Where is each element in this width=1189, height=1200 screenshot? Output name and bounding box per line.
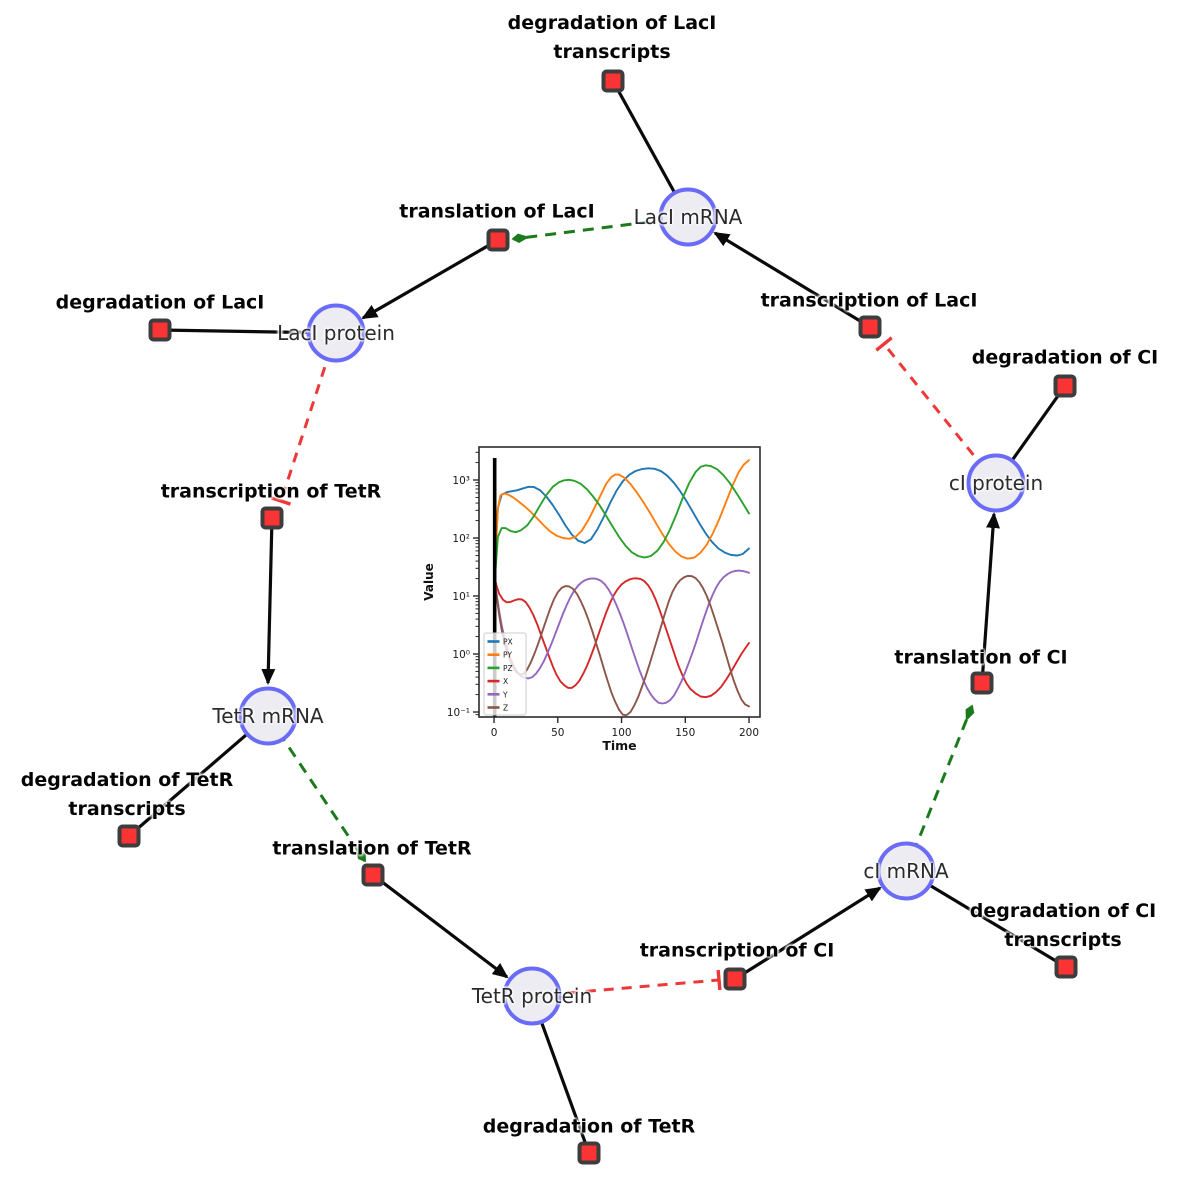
species-label-ci-protein: cI protein (948, 471, 1044, 495)
reaction-label-line: translation of TetR (272, 837, 472, 860)
series-curve-PY (494, 459, 750, 560)
species-node-tetr-protein (502, 966, 562, 1026)
series-curve-PX (494, 467, 750, 557)
reaction-node-translation-of-ci (970, 671, 994, 695)
reaction-label-line: degradation of CI (969, 900, 1157, 922)
edge-product-translation-of-laci-to-laci-protein (361, 238, 499, 320)
y-tick-label: 10⁻¹ (447, 707, 470, 719)
species-label-laci-protein: LacI protein (277, 321, 395, 345)
reaction-node-degradation-of-laci (148, 318, 172, 342)
edge-product-transcription-of-laci-to-laci-mrna (713, 231, 871, 329)
legend-label-X: X (503, 677, 508, 686)
inset-chart: 10³ 10² 10¹ 10⁰ 10⁻¹ 0 50 100 150 200 Time Value PX P… (422, 446, 761, 753)
y-tick-label: 10² (452, 533, 470, 545)
species-label-tetr-protein: TetR protein (471, 984, 593, 1008)
reaction-label-line: translation of LacI (399, 200, 595, 223)
reaction-node-degradation-of-laci-transcripts (601, 69, 625, 93)
edge-inhibition-laci-protein-to-transcription-of-tetr (270, 332, 338, 506)
reaction-label-line: transcripts (1004, 929, 1122, 951)
legend-label-PX: PX (503, 638, 513, 647)
reaction-label-line: degradation of CI (971, 346, 1159, 369)
reaction-label-line: degradation of LacI (55, 291, 265, 314)
x-tick-label: 50 (551, 727, 564, 739)
species-node-laci-protein (306, 303, 366, 363)
reaction-label-line: translation of CI (894, 646, 1068, 669)
reaction-label-line: transcription of TetR (160, 480, 382, 503)
edge-reactant-ci-mrna-to-degradation-of-ci-transcripts (905, 869, 1067, 969)
reaction-label-line: transcripts (68, 798, 186, 820)
legend-label-Z: Z (503, 704, 508, 713)
y-tick-label: 10⁰ (452, 649, 470, 661)
x-tick-label: 200 (739, 727, 759, 739)
reaction-node-transcription-of-ci (723, 967, 747, 991)
y-tick-label: 10¹ (452, 591, 470, 603)
species-label-laci-mrna: LacI mRNA (633, 205, 743, 229)
series-curve-PZ (494, 464, 750, 574)
reaction-label-translation-of-laci: translation of LacI (399, 198, 594, 227)
x-tick-label: 150 (675, 727, 695, 739)
reaction-label-line: transcription of LacI (760, 289, 978, 312)
reaction-node-degradation-of-tetr-transcripts (117, 824, 141, 848)
reaction-node-translation-of-laci (486, 228, 510, 252)
x-tick-label: 100 (612, 727, 632, 739)
species-node-ci-protein (966, 453, 1026, 513)
axes-frame (478, 446, 761, 718)
reaction-label-degradation-of-laci-transcripts: degradation of LacI transcripts (508, 9, 717, 67)
reaction-label-degradation-of-tetr-transcripts: degradation of TetR transcripts (21, 766, 233, 824)
reaction-label-transcription-of-tetr: transcription of TetR (161, 478, 382, 507)
series-curve-Z (493, 574, 750, 717)
edge-product-translation-of-ci-to-ci-protein (980, 512, 1000, 684)
y-tick-label: 10³ (452, 475, 470, 487)
reaction-node-transcription-of-laci (858, 315, 882, 339)
edge-inhibition-tetr-protein-to-transcription-of-ci (531, 969, 722, 998)
series-curve-Y (493, 569, 750, 705)
reaction-label-translation-of-ci: translation of CI (894, 644, 1067, 673)
reaction-label-translation-of-tetr: translation of TetR (272, 835, 471, 864)
reaction-node-degradation-of-tetr (577, 1141, 601, 1165)
edge-inhibition-ci-protein-to-transcription-of-laci (875, 336, 998, 484)
edge-reactant-tetr-mrna-to-degradation-of-tetr-transcripts (127, 714, 270, 838)
edge-product-transcription-of-ci-to-ci-mrna (734, 886, 882, 981)
y-axis-label: Value (422, 563, 436, 601)
reaction-label-transcription-of-laci: transcription of LacI (761, 287, 978, 316)
species-label-tetr-mrna: TetR mRNA (212, 704, 324, 728)
x-axis-label: Time (602, 738, 636, 753)
reaction-label-transcription-of-ci: transcription of CI (640, 937, 835, 966)
reaction-label-line: transcripts (553, 41, 671, 63)
reaction-node-translation-of-tetr (361, 863, 385, 887)
series-curve-X (493, 575, 750, 699)
reaction-label-degradation-of-laci: degradation of LacI (56, 289, 265, 318)
species-label-ci-mrna: cI mRNA (863, 859, 949, 883)
species-node-tetr-mrna (238, 686, 298, 746)
reaction-node-transcription-of-tetr (260, 506, 284, 530)
reaction-label-degradation-of-ci-transcripts: degradation of CI transcripts (970, 897, 1156, 955)
species-node-ci-mrna (876, 841, 936, 901)
species-node-laci-mrna (658, 187, 718, 247)
reaction-node-degradation-of-ci-transcripts (1054, 955, 1078, 979)
reaction-label-degradation-of-tetr: degradation of TetR (483, 1113, 695, 1142)
reaction-label-degradation-of-ci: degradation of CI (972, 344, 1158, 373)
legend-label-PY: PY (503, 651, 512, 660)
legend-label-PZ: PZ (503, 664, 513, 673)
reaction-label-line: transcription of CI (639, 939, 835, 962)
reaction-label-line: degradation of TetR (20, 769, 234, 791)
reaction-label-line: degradation of TetR (482, 1115, 696, 1138)
edge-product-transcription-of-tetr-to-tetr-mrna (261, 517, 276, 685)
edge-product-translation-of-tetr-to-tetr-protein (372, 873, 509, 979)
reaction-label-line: degradation of LacI (507, 12, 717, 34)
reaction-node-degradation-of-ci (1053, 374, 1077, 398)
x-tick-label: 0 (491, 727, 498, 739)
legend-label-Y: Y (502, 690, 508, 699)
